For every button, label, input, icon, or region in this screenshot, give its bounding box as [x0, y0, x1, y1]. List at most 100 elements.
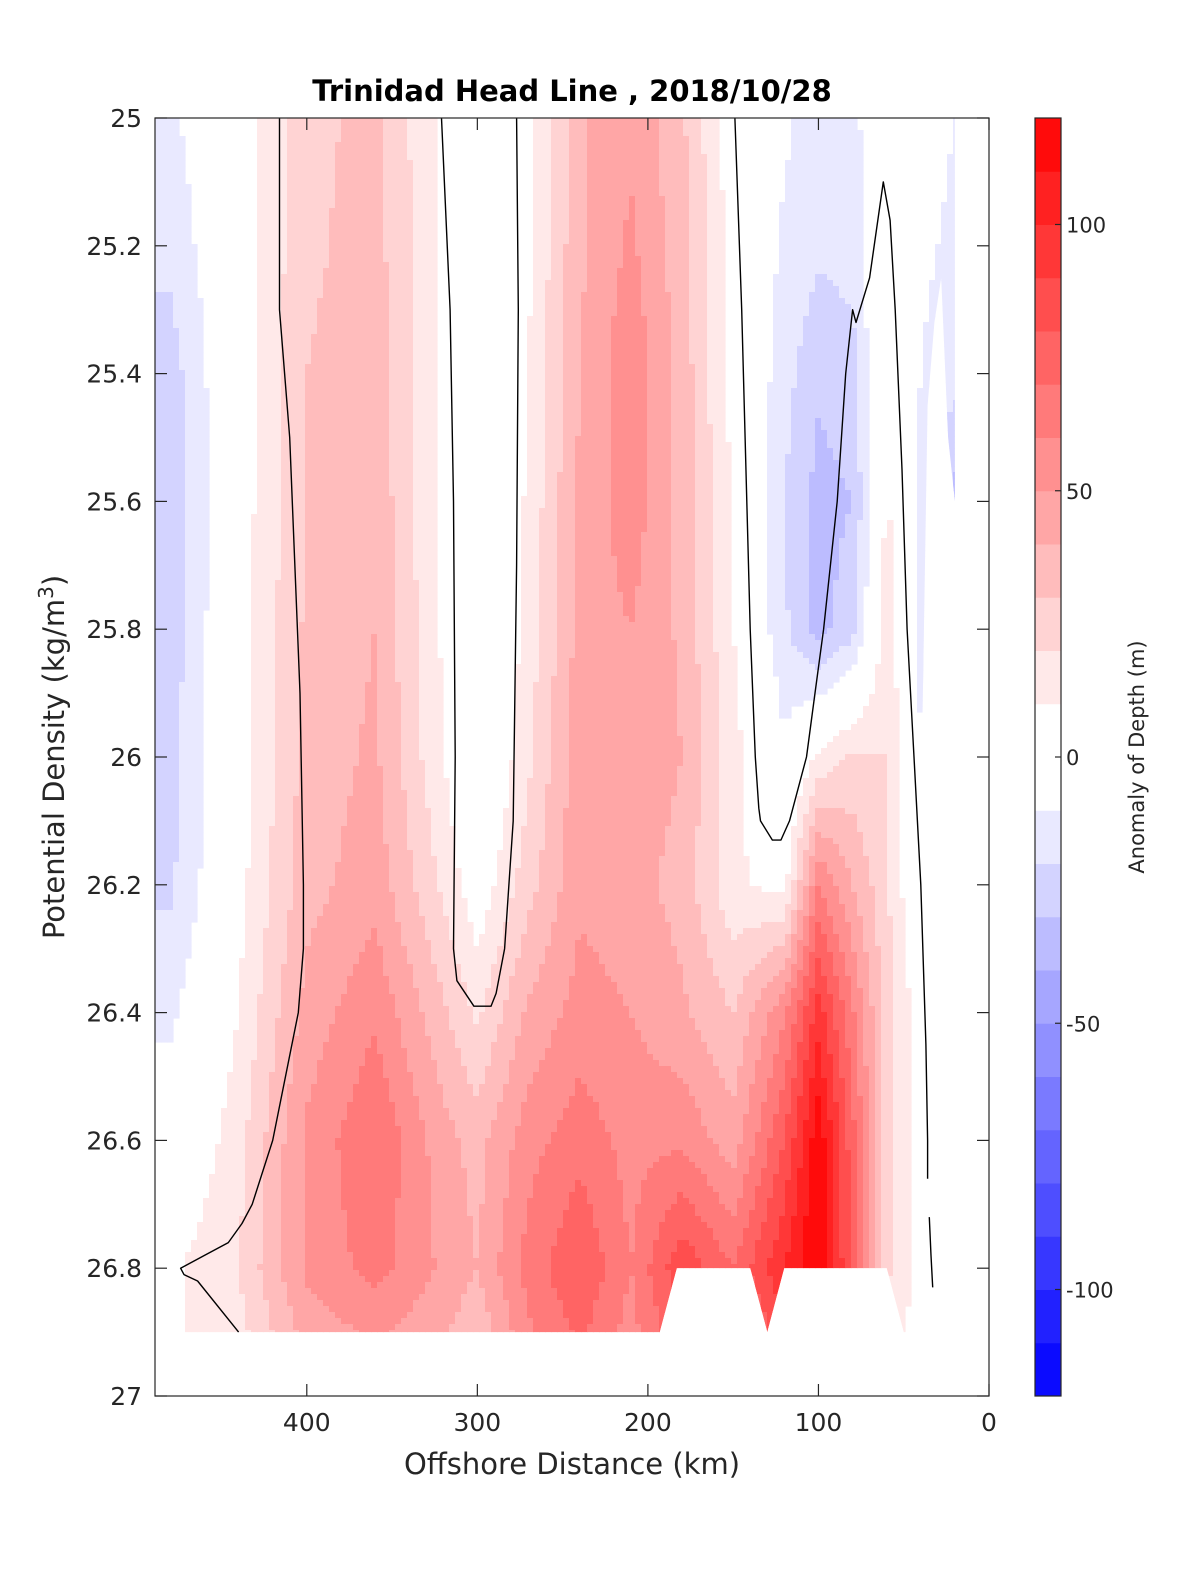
field-cell [857, 328, 864, 335]
field-cell [431, 352, 438, 359]
field-cell [947, 208, 954, 215]
field-cell [173, 394, 180, 401]
field-cell [557, 124, 564, 131]
field-cell [803, 184, 810, 191]
field-cell [431, 328, 438, 335]
field-cell [347, 202, 354, 209]
field-cell [647, 358, 654, 365]
field-cell [383, 328, 390, 335]
field-cell [791, 316, 798, 323]
field-cell [647, 310, 654, 317]
field-cell [827, 286, 834, 293]
field-cell [557, 142, 564, 149]
field-cell [659, 280, 666, 287]
field-cell [821, 190, 828, 197]
field-cell [797, 232, 804, 239]
field-cell [401, 262, 408, 269]
field-cell [527, 418, 534, 425]
field-cell [557, 226, 564, 233]
field-cell [671, 226, 678, 233]
field-cell [683, 364, 690, 371]
field-cell [269, 238, 276, 245]
field-cell [353, 322, 360, 329]
field-cell [815, 364, 822, 371]
field-cell [599, 166, 606, 173]
field-cell [557, 310, 564, 317]
field-cell [695, 178, 702, 185]
field-cell [557, 190, 564, 197]
field-cell [299, 220, 306, 227]
field-cell [641, 232, 648, 239]
field-cell [197, 310, 204, 317]
field-cell [533, 238, 540, 245]
field-cell [257, 190, 264, 197]
field-cell [563, 388, 570, 395]
field-cell [545, 154, 552, 161]
field-cell [431, 424, 438, 431]
field-cell [299, 406, 306, 413]
field-cell [611, 178, 618, 185]
field-cell [533, 388, 540, 395]
field-cell [347, 244, 354, 251]
field-cell [599, 160, 606, 167]
field-cell [689, 190, 696, 197]
field-cell [341, 232, 348, 239]
field-cell [677, 244, 684, 251]
field-cell [329, 370, 336, 377]
field-cell [605, 370, 612, 377]
field-cell [395, 382, 402, 389]
field-cell [407, 358, 414, 365]
field-cell [419, 310, 426, 317]
field-cell [275, 130, 282, 137]
field-cell [419, 184, 426, 191]
field-cell [647, 388, 654, 395]
field-cell [419, 286, 426, 293]
field-cell [581, 340, 588, 347]
field-cell [419, 232, 426, 239]
field-cell [269, 328, 276, 335]
field-cell [311, 418, 318, 425]
field-cell [281, 160, 288, 167]
field-cell [413, 310, 420, 317]
field-cell [419, 430, 426, 437]
field-cell [263, 370, 270, 377]
field-cell [545, 214, 552, 221]
field-cell [923, 328, 930, 335]
field-cell [539, 130, 546, 137]
field-cell [311, 358, 318, 365]
field-cell [347, 310, 354, 317]
field-cell [647, 406, 654, 413]
field-cell [575, 178, 582, 185]
field-cell [827, 298, 834, 305]
field-cell [377, 400, 384, 407]
field-cell [569, 376, 576, 383]
field-cell [359, 178, 366, 185]
field-cell [335, 298, 342, 305]
field-cell [695, 340, 702, 347]
field-cell [305, 184, 312, 191]
field-cell [599, 250, 606, 257]
field-cell [677, 256, 684, 263]
field-cell [155, 136, 162, 143]
field-cell [701, 358, 708, 365]
field-cell [347, 430, 354, 437]
field-cell [623, 256, 630, 263]
field-cell [365, 328, 372, 335]
field-cell [677, 184, 684, 191]
field-cell [161, 130, 168, 137]
field-cell [539, 250, 546, 257]
field-cell [689, 232, 696, 239]
field-cell [311, 232, 318, 239]
field-cell [689, 406, 696, 413]
field-cell [815, 370, 822, 377]
field-cell [167, 262, 174, 269]
field-cell [311, 214, 318, 221]
field-cell [665, 130, 672, 137]
field-cell [275, 214, 282, 221]
field-cell [341, 388, 348, 395]
field-cell [803, 412, 810, 419]
field-cell [551, 352, 558, 359]
field-cell [179, 340, 186, 347]
field-cell [815, 388, 822, 395]
field-cell [683, 340, 690, 347]
